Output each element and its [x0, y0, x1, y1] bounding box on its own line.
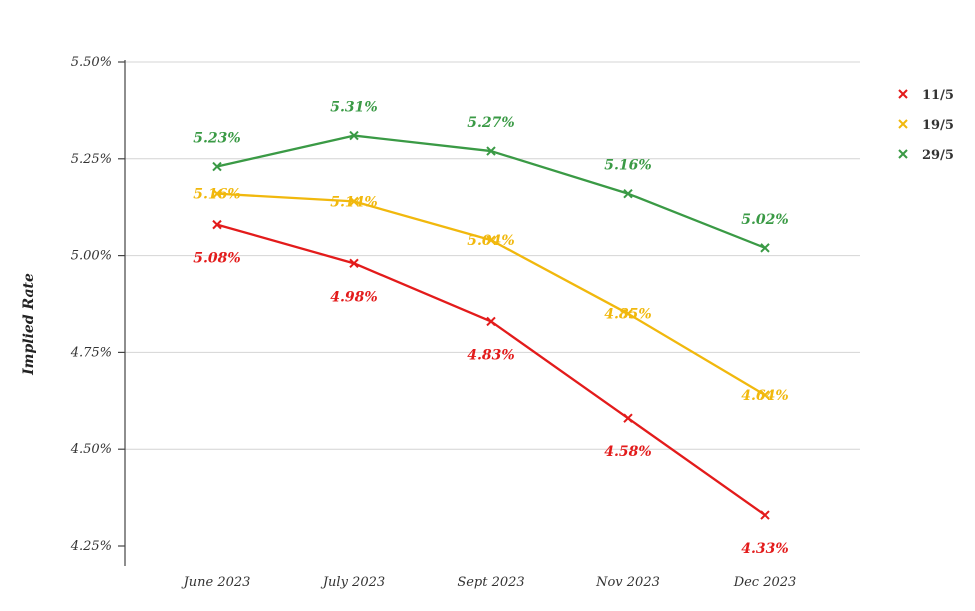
- data-label-19-5: 4.85%: [604, 307, 651, 323]
- data-point-29-5-stroke: [486, 146, 496, 156]
- data-point-29-5-stroke: [212, 161, 222, 172]
- data-point-19-5: [486, 235, 496, 245]
- data-label-19-5: 4.64%: [741, 388, 788, 404]
- series-layer: 5.08% 4.98% 4.83% 4.58% 4.33% 5.16% 5.14% 5.04%…: [193, 100, 788, 557]
- legend-marker-29-5: [898, 149, 908, 159]
- data-point-19-5: [212, 188, 222, 199]
- data-point-19-5-stroke: [486, 235, 496, 245]
- data-point-11-5: [349, 258, 359, 269]
- series-line-11-5: [216, 223, 766, 516]
- data-point-11-5-stroke: [349, 258, 359, 269]
- data-point-29-5-stroke: [623, 188, 633, 199]
- y-tick-label: 5.00%: [71, 249, 112, 264]
- legend-marker-19-5-stroke: [898, 119, 908, 129]
- data-label-11-5: 5.08%: [193, 251, 240, 267]
- y-tick-label: 5.25%: [71, 152, 112, 167]
- legend-marker-29-5-stroke: [898, 149, 908, 159]
- data-point-11-5-stroke: [760, 510, 770, 520]
- data-point-29-5-stroke: [760, 243, 770, 253]
- legend-label-29-5: 29/5: [922, 148, 954, 163]
- data-label-19-5: 5.04%: [467, 233, 514, 249]
- x-tick-label: Nov 2023: [595, 575, 660, 590]
- data-label-11-5: 4.83%: [467, 347, 514, 363]
- data-point-11-5: [486, 316, 496, 327]
- x-tick-label: Dec 2023: [733, 575, 797, 590]
- data-point-11-5-stroke: [486, 316, 496, 327]
- data-label-19-5: 5.14%: [330, 194, 377, 210]
- legend-label-11-5: 11/5: [922, 88, 954, 103]
- data-point-19-5-stroke: [349, 196, 359, 207]
- data-label-29-5: 5.31%: [330, 100, 377, 116]
- data-point-11-5-stroke: [623, 413, 633, 423]
- series-line-19-5: [216, 192, 766, 396]
- data-label-11-5: 4.58%: [604, 444, 651, 460]
- x-tick-label: June 2023: [181, 575, 251, 590]
- data-label-19-5: 5.16%: [193, 187, 240, 203]
- legend: 11/5 19/5 29/5: [898, 88, 954, 163]
- data-label-29-5: 5.16%: [604, 158, 651, 174]
- x-tick-label: Sept 2023: [457, 575, 524, 590]
- data-point-19-5-stroke: [623, 308, 633, 319]
- legend-marker-11-5-stroke: [898, 89, 908, 99]
- data-point-29-5-stroke: [349, 130, 359, 141]
- y-tick-label: 4.75%: [70, 345, 112, 360]
- legend-label-19-5: 19/5: [922, 118, 954, 133]
- data-point-29-5: [349, 130, 359, 141]
- legend-item-19-5: 19/5: [898, 118, 954, 133]
- data-point-19-5-stroke: [212, 188, 222, 199]
- data-point-19-5: [349, 196, 359, 207]
- data-point-29-5: [760, 243, 770, 253]
- y-tick-label: 4.50%: [70, 442, 112, 457]
- legend-marker-11-5: [898, 89, 908, 99]
- legend-marker-19-5: [898, 119, 908, 129]
- data-label-29-5: 5.27%: [467, 115, 514, 131]
- data-label-29-5: 5.23%: [193, 131, 240, 147]
- legend-item-11-5: 11/5: [898, 88, 954, 103]
- y-axis-title: Implied Rate: [21, 273, 37, 376]
- data-point-19-5: [623, 308, 633, 319]
- data-point-29-5: [623, 188, 633, 199]
- data-point-11-5: [760, 510, 770, 520]
- y-tick-label: 5.50%: [71, 55, 112, 70]
- data-point-29-5: [486, 146, 496, 156]
- data-point-19-5: [760, 390, 770, 400]
- data-point-11-5: [212, 219, 222, 230]
- legend-item-29-5: 29/5: [898, 148, 954, 163]
- data-label-11-5: 4.33%: [741, 541, 788, 557]
- axis-layer: Implied Rate 4.25% 4.50% 4.75% 5.00% 5.25% 5.…: [21, 55, 796, 590]
- x-tick-label: July 2023: [320, 575, 385, 590]
- data-point-29-5: [212, 161, 222, 172]
- data-point-11-5-stroke: [212, 219, 222, 230]
- data-point-19-5-stroke: [760, 390, 770, 400]
- data-label-29-5: 5.02%: [741, 212, 788, 228]
- data-point-11-5: [623, 413, 633, 423]
- data-label-11-5: 4.98%: [330, 289, 377, 305]
- y-tick-label: 4.25%: [70, 539, 112, 554]
